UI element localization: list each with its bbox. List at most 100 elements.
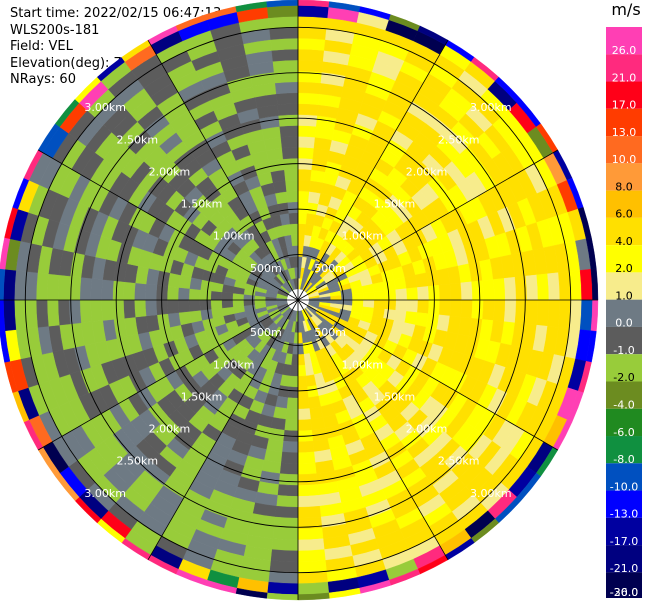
range-gate bbox=[547, 272, 561, 301]
range-gate bbox=[297, 386, 309, 399]
range-gate bbox=[271, 48, 299, 62]
range-gate bbox=[145, 299, 158, 317]
colorbar-swatch bbox=[606, 81, 642, 109]
range-gate bbox=[123, 281, 136, 301]
azimuth-spokes bbox=[0, 0, 598, 600]
range-gate bbox=[297, 495, 320, 508]
range-gate bbox=[210, 290, 223, 301]
range-gate bbox=[362, 291, 375, 301]
colorbar-swatch bbox=[606, 572, 642, 598]
range-gate bbox=[177, 299, 190, 313]
azimuth-spoke bbox=[147, 39, 299, 301]
range-gate bbox=[280, 451, 299, 464]
range-gate bbox=[271, 538, 299, 552]
range-gate bbox=[270, 169, 286, 183]
range-gate bbox=[393, 277, 407, 290]
range-gate bbox=[178, 311, 192, 326]
range-gate bbox=[297, 364, 307, 377]
colorbar-swatch bbox=[606, 136, 642, 164]
range-gate bbox=[287, 386, 299, 399]
range-gate bbox=[276, 92, 299, 105]
range-gate bbox=[210, 299, 223, 310]
range-gate bbox=[373, 299, 386, 310]
range-gate bbox=[101, 299, 114, 321]
colorbar-swatch bbox=[606, 217, 642, 246]
range-gate bbox=[449, 299, 462, 318]
range-gate bbox=[297, 581, 330, 595]
colorbar-swatch bbox=[606, 272, 642, 300]
range-ring-label: 1.00km bbox=[341, 230, 383, 243]
range-gate bbox=[269, 560, 299, 573]
range-gate bbox=[297, 484, 319, 497]
range-gate bbox=[297, 168, 312, 181]
range-gate bbox=[493, 278, 506, 301]
azimuth-spoke bbox=[37, 299, 299, 451]
range-ring bbox=[115, 117, 481, 483]
range-gate bbox=[285, 179, 299, 192]
range-gate bbox=[112, 299, 125, 320]
range-gate bbox=[25, 271, 38, 301]
range-gate bbox=[278, 114, 299, 127]
range-gate bbox=[284, 168, 299, 181]
range-ring-label: 2.50km bbox=[438, 455, 480, 468]
colorbar-swatch bbox=[606, 108, 642, 137]
range-gate bbox=[288, 375, 299, 388]
range-gate bbox=[177, 287, 190, 301]
colorbar-swatch bbox=[606, 326, 642, 355]
range-ring bbox=[161, 163, 435, 437]
range-ring-label: 2.00km bbox=[406, 423, 448, 436]
range-gate bbox=[503, 276, 517, 301]
range-gate bbox=[417, 286, 430, 301]
range-gate bbox=[297, 125, 317, 138]
colorbar-swatch bbox=[606, 517, 642, 546]
range-gate bbox=[25, 299, 38, 329]
range-gate bbox=[277, 103, 299, 116]
range-gate bbox=[166, 286, 179, 301]
colorbar-tick-label: 6.0 bbox=[615, 208, 633, 221]
range-gate bbox=[269, 27, 299, 40]
range-gate bbox=[297, 451, 316, 464]
range-gate bbox=[272, 527, 299, 541]
range-ring-label: 1.00km bbox=[341, 358, 383, 371]
azimuth-spoke bbox=[297, 39, 449, 301]
range-gate bbox=[277, 484, 299, 497]
colorbar-swatch bbox=[606, 545, 642, 573]
range-gate bbox=[297, 92, 320, 105]
range-gate bbox=[276, 495, 299, 508]
range-gate bbox=[406, 299, 419, 313]
colorbar-tick-label: 26.0 bbox=[612, 44, 637, 57]
range-gate bbox=[373, 290, 386, 301]
range-gate bbox=[270, 37, 299, 51]
azimuth-spoke bbox=[297, 299, 559, 451]
range-gate bbox=[395, 288, 408, 301]
range-gate bbox=[384, 299, 397, 311]
range-gate bbox=[297, 408, 311, 421]
range-gate bbox=[558, 271, 571, 301]
range-gate bbox=[297, 48, 325, 62]
range-gate bbox=[310, 417, 326, 431]
range-gate bbox=[35, 299, 49, 328]
colorbar-tick-label: 13.0 bbox=[612, 126, 637, 139]
range-gate bbox=[471, 299, 484, 320]
range-gate bbox=[297, 114, 318, 127]
range-gate bbox=[278, 473, 299, 486]
colorbar-tick-label: 21.0 bbox=[612, 71, 637, 84]
range-gate bbox=[384, 289, 397, 301]
range-gate bbox=[281, 147, 299, 160]
range-ring-label: 1.00km bbox=[213, 230, 255, 243]
range-gate bbox=[145, 283, 158, 301]
colorbar-tick-label: -13.0 bbox=[610, 508, 638, 521]
range-ring-label: 500m bbox=[250, 262, 282, 275]
range-gate bbox=[297, 560, 327, 573]
colorbar-swatch bbox=[606, 245, 642, 273]
colorbar-tick-label: -6.0 bbox=[613, 426, 634, 439]
colorbar-swatch bbox=[606, 490, 642, 518]
range-gate bbox=[221, 299, 234, 309]
range-gate bbox=[297, 419, 312, 432]
range-ring-label: 3.00km bbox=[470, 101, 512, 114]
range-gate bbox=[221, 291, 234, 301]
range-ring-label: 2.00km bbox=[406, 165, 448, 178]
colorbar-swatch bbox=[606, 299, 642, 327]
colorbar: 26.0 21.0 17.0 13.0 10.0 8.0 6.0 4.0 2.0 1.0 0.0 -1… bbox=[606, 27, 642, 598]
colorbar-swatch bbox=[606, 436, 642, 464]
